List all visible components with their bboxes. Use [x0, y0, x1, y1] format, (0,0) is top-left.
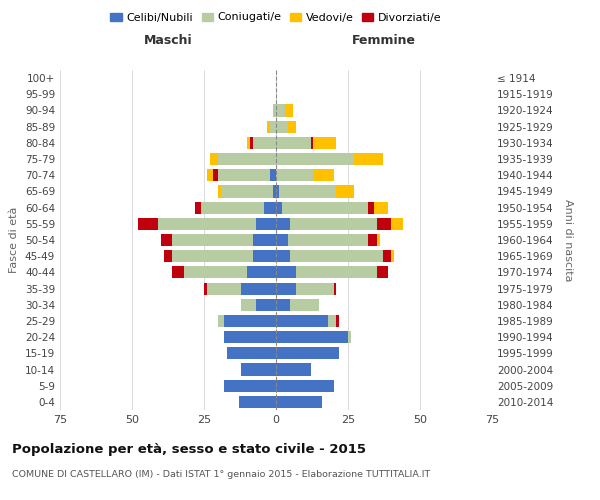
- Bar: [207, 282, 241, 294]
- Bar: [256, 298, 276, 311]
- Bar: [273, 186, 276, 198]
- Bar: [282, 202, 368, 213]
- Bar: [276, 298, 290, 311]
- Bar: [241, 282, 276, 294]
- Bar: [290, 250, 383, 262]
- Bar: [276, 380, 334, 392]
- Bar: [290, 218, 377, 230]
- Y-axis label: Fasce di età: Fasce di età: [10, 207, 19, 273]
- Bar: [279, 186, 337, 198]
- Bar: [290, 298, 319, 311]
- Text: Popolazione per età, sesso e stato civile - 2015: Popolazione per età, sesso e stato civil…: [12, 442, 366, 456]
- Bar: [221, 186, 273, 198]
- Bar: [276, 348, 340, 360]
- Bar: [270, 169, 276, 181]
- Bar: [368, 234, 377, 246]
- Bar: [227, 348, 276, 360]
- Bar: [256, 218, 276, 230]
- Bar: [247, 137, 250, 149]
- Bar: [313, 169, 334, 181]
- Bar: [328, 315, 337, 327]
- Bar: [334, 282, 337, 294]
- Bar: [247, 266, 276, 278]
- Bar: [172, 234, 253, 246]
- Bar: [218, 315, 224, 327]
- Bar: [253, 250, 276, 262]
- Bar: [172, 266, 184, 278]
- Bar: [377, 266, 388, 278]
- Bar: [196, 202, 201, 213]
- Bar: [276, 234, 287, 246]
- Bar: [296, 266, 377, 278]
- Bar: [276, 104, 284, 117]
- Bar: [204, 282, 207, 294]
- Bar: [287, 120, 296, 132]
- Legend: Celibi/Nubili, Coniugati/e, Vedovi/e, Divorziati/e: Celibi/Nubili, Coniugati/e, Vedovi/e, Di…: [106, 8, 446, 27]
- Bar: [276, 315, 328, 327]
- Bar: [276, 266, 296, 278]
- Bar: [276, 153, 354, 165]
- Bar: [224, 331, 276, 343]
- Y-axis label: Anni di nascita: Anni di nascita: [563, 198, 573, 281]
- Bar: [368, 202, 374, 213]
- Bar: [296, 282, 334, 294]
- Bar: [348, 331, 351, 343]
- Bar: [276, 396, 322, 408]
- Bar: [250, 137, 253, 149]
- Bar: [276, 218, 290, 230]
- Bar: [239, 396, 276, 408]
- Bar: [391, 250, 394, 262]
- Bar: [138, 218, 158, 230]
- Bar: [377, 234, 380, 246]
- Bar: [276, 250, 290, 262]
- Bar: [201, 202, 265, 213]
- Bar: [253, 234, 276, 246]
- Bar: [224, 315, 276, 327]
- Bar: [311, 137, 313, 149]
- Bar: [337, 186, 354, 198]
- Bar: [273, 104, 276, 117]
- Bar: [284, 104, 293, 117]
- Bar: [218, 186, 221, 198]
- Bar: [391, 218, 403, 230]
- Bar: [224, 380, 276, 392]
- Text: COMUNE DI CASTELLARO (IM) - Dati ISTAT 1° gennaio 2015 - Elaborazione TUTTITALIA: COMUNE DI CASTELLARO (IM) - Dati ISTAT 1…: [12, 470, 430, 479]
- Bar: [276, 120, 287, 132]
- Bar: [374, 202, 388, 213]
- Bar: [276, 282, 296, 294]
- Bar: [276, 331, 348, 343]
- Bar: [218, 153, 276, 165]
- Bar: [276, 202, 282, 213]
- Bar: [161, 234, 172, 246]
- Bar: [287, 234, 368, 246]
- Bar: [265, 202, 276, 213]
- Bar: [354, 153, 383, 165]
- Bar: [210, 153, 218, 165]
- Bar: [313, 137, 337, 149]
- Bar: [212, 169, 218, 181]
- Bar: [253, 137, 276, 149]
- Bar: [184, 266, 247, 278]
- Bar: [158, 218, 256, 230]
- Bar: [377, 218, 391, 230]
- Text: Femmine: Femmine: [352, 34, 416, 48]
- Bar: [241, 298, 256, 311]
- Bar: [172, 250, 253, 262]
- Bar: [268, 120, 270, 132]
- Bar: [207, 169, 212, 181]
- Bar: [276, 364, 311, 376]
- Bar: [241, 364, 276, 376]
- Bar: [218, 169, 270, 181]
- Bar: [383, 250, 391, 262]
- Bar: [276, 137, 311, 149]
- Bar: [337, 315, 340, 327]
- Bar: [276, 186, 279, 198]
- Text: Maschi: Maschi: [143, 34, 193, 48]
- Bar: [270, 120, 276, 132]
- Bar: [164, 250, 172, 262]
- Bar: [276, 169, 313, 181]
